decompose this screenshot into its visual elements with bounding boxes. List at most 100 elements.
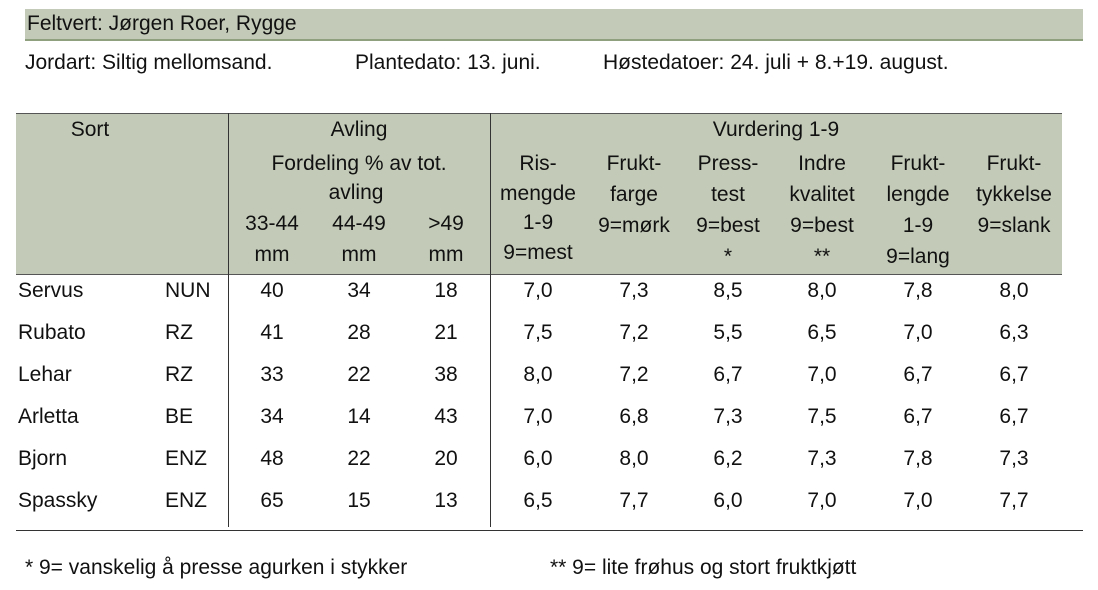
info: Jordart: Siltig mellomsand. (25, 51, 273, 74)
column-header: farge (610, 183, 658, 206)
info: Høstedatoer: 24. juli + 8.+19. august. (603, 51, 949, 74)
cell: 7,7 (619, 489, 649, 512)
cell: 14 (347, 405, 371, 428)
cell: 48 (260, 447, 284, 470)
column-header: Frukt- (606, 152, 662, 175)
cell: ENZ (165, 489, 207, 512)
header-cell: Sort (70, 118, 110, 141)
column-header: Frukt- (986, 152, 1042, 175)
cell: 22 (347, 363, 371, 386)
cell: 7,7 (999, 489, 1029, 512)
cell: 41 (260, 321, 284, 344)
cell: 5,5 (713, 321, 743, 344)
cell: RZ (165, 321, 193, 344)
column-header: 9=mest (503, 240, 573, 264)
cell: 7,0 (523, 405, 553, 428)
cell: 33 (260, 363, 284, 386)
cell: 7,0 (523, 279, 553, 302)
cell: 6,2 (713, 447, 743, 470)
cell: 7,3 (619, 279, 649, 302)
column-header: tykkelse (976, 183, 1052, 206)
column-header: 44-49 (332, 212, 386, 235)
cell: 7,0 (807, 363, 837, 386)
column-header: kvalitet (789, 183, 855, 206)
column-header: Press- (697, 152, 759, 175)
header-cell: Avling (330, 118, 388, 141)
column-header: 9=best (696, 214, 760, 237)
cell: 8,0 (999, 279, 1029, 302)
column-header: mm (428, 243, 464, 266)
divider (228, 113, 229, 527)
cell: 7,5 (807, 405, 837, 428)
info: Plantedato: 13. juni. (355, 51, 541, 74)
row-label: Servus (18, 279, 84, 302)
cell: 6,5 (523, 489, 553, 512)
footnote: ** 9= lite frøhus og stort fruktkjøtt (550, 556, 857, 579)
cell: 7,8 (903, 279, 933, 302)
cell: 7,3 (999, 447, 1029, 470)
cell: 7,0 (903, 321, 933, 344)
cell: 7,0 (903, 489, 933, 512)
column-header: 1-9 (902, 214, 934, 237)
cell: ENZ (165, 447, 207, 470)
column-header: 9=lang (886, 245, 950, 268)
cell: 7,2 (619, 363, 649, 386)
header-cell: avling (328, 181, 384, 204)
row-label: Spassky (18, 489, 98, 512)
column-header: 9=best (790, 214, 854, 237)
cell: 6,7 (903, 405, 933, 428)
cell: NUN (165, 279, 211, 302)
cell: 6,0 (523, 447, 553, 470)
column-header: ** (813, 245, 831, 268)
cell: BE (165, 405, 194, 428)
column-header: Ris- (519, 152, 557, 175)
cell: 65 (260, 489, 284, 512)
cell: 6,5 (807, 321, 837, 344)
table-header-bg (16, 113, 1062, 275)
cell: 34 (347, 279, 371, 302)
cell: 40 (260, 279, 284, 302)
cell: 13 (434, 489, 458, 512)
row-label: Bjorn (18, 447, 68, 470)
cell: 18 (434, 279, 458, 302)
cell: 34 (260, 405, 284, 428)
row-label: Rubato (18, 321, 86, 344)
column-header: 33-44 (245, 212, 299, 235)
title: Feltvert: Jørgen Roer, Rygge (27, 12, 297, 35)
cell: 38 (434, 363, 458, 386)
cell: 7,2 (619, 321, 649, 344)
cell: 7,0 (807, 489, 837, 512)
cell: 43 (434, 405, 458, 428)
cell: 15 (347, 489, 371, 512)
column-header: 9=mørk (598, 214, 670, 237)
column-header: 1-9 (522, 211, 554, 234)
cell: 20 (434, 447, 458, 470)
title-bar (25, 9, 1083, 41)
cell: 7,3 (713, 405, 743, 428)
cell: 8,0 (523, 363, 553, 386)
column-header: mm (254, 243, 290, 266)
column-header: Frukt- (890, 152, 946, 175)
cell: 6,8 (619, 405, 649, 428)
column-header: lengde (886, 183, 950, 206)
table-bottom (16, 530, 1083, 531)
row-label: Lehar (18, 363, 72, 386)
cell: 6,7 (999, 363, 1029, 386)
cell: 6,3 (999, 321, 1029, 344)
cell: 6,0 (713, 489, 743, 512)
column-header: Indre (798, 152, 846, 175)
column-header: test (711, 183, 745, 206)
cell: 7,3 (807, 447, 837, 470)
header-cell: Fordeling % av tot. (271, 152, 447, 175)
cell: 6,7 (903, 363, 933, 386)
cell: 8,0 (807, 279, 837, 302)
divider (490, 113, 491, 527)
cell: 8,0 (619, 447, 649, 470)
cell: 22 (347, 447, 371, 470)
column-header: 9=slank (977, 214, 1051, 237)
column-header: mm (341, 243, 377, 266)
cell: 21 (434, 321, 458, 344)
cell: 6,7 (713, 363, 743, 386)
cell: 28 (347, 321, 371, 344)
